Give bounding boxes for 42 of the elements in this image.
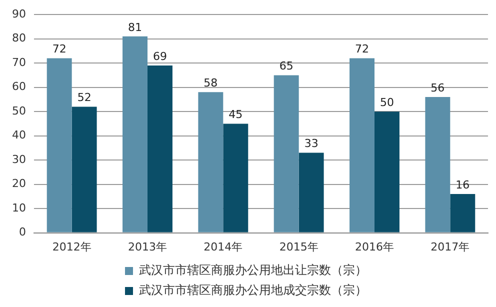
bar: [350, 58, 374, 232]
y-tick-label: 80: [12, 32, 26, 45]
data-label: 33: [304, 137, 318, 150]
bar: [450, 194, 476, 232]
bar: [298, 152, 324, 232]
y-tick-label: 70: [12, 56, 26, 69]
legend-label: 武汉市市辖区商服办公用地成交宗数（宗）: [139, 283, 367, 298]
bar: [223, 124, 248, 232]
y-tick-label: 20: [12, 177, 26, 190]
y-tick-label: 60: [12, 80, 26, 94]
bar: [198, 92, 224, 232]
x-tick-label: 2012年: [52, 240, 92, 254]
y-tick-label: 10: [12, 201, 26, 214]
data-label: 52: [77, 91, 92, 104]
data-label: 50: [380, 96, 394, 109]
data-label: 58: [204, 76, 218, 90]
x-tick-label: 2017年: [430, 240, 470, 254]
x-tick-label: 2014年: [204, 240, 243, 254]
y-tick-label: 50: [12, 104, 26, 118]
y-tick-label: 40: [12, 128, 26, 142]
data-label: 65: [279, 60, 294, 73]
y-tick-label: 30: [12, 152, 26, 166]
bar: [425, 97, 450, 232]
data-label: 56: [430, 81, 445, 94]
data-label: 72: [355, 42, 370, 56]
data-label: 81: [128, 20, 142, 34]
y-tick-label: 0: [18, 226, 26, 239]
x-tick-label: 2015年: [279, 240, 318, 254]
data-label: 69: [152, 50, 167, 63]
bar: [72, 106, 97, 232]
data-label: 16: [456, 178, 470, 192]
bar: [122, 36, 148, 232]
data-label: 45: [228, 108, 243, 122]
x-tick-label: 2016年: [355, 240, 394, 254]
bar: [148, 66, 172, 232]
bar: [274, 75, 299, 232]
x-tick-label: 2013年: [128, 240, 167, 254]
y-tick-label: 90: [12, 7, 26, 20]
data-label: 72: [52, 42, 66, 56]
bar: [374, 112, 400, 232]
legend-label: 武汉市市辖区商服办公用地出让宗数（宗）: [139, 263, 367, 278]
bar: [46, 58, 72, 232]
